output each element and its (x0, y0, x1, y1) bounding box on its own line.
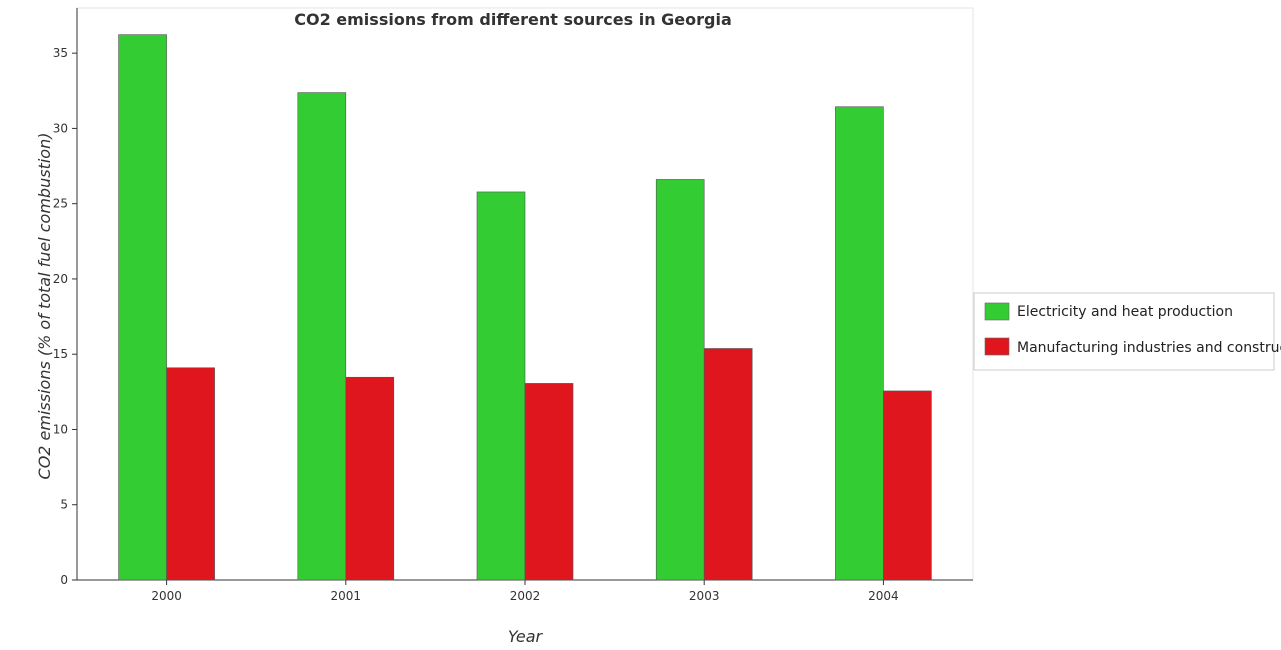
y-tick-label: 5 (60, 498, 68, 512)
x-tick-label: 2002 (510, 589, 541, 603)
x-tick-label: 2001 (331, 589, 362, 603)
x-axis: 2000 2001 2002 2003 2004 (77, 579, 973, 603)
bar-electricity (835, 106, 884, 581)
legend-swatch-manufacturing (984, 337, 1010, 356)
legend-label-electricity: Electricity and heat production (1017, 304, 1233, 320)
y-axis: 0 5 10 15 20 25 30 35 (53, 8, 78, 587)
x-tick-label: 2004 (868, 589, 899, 603)
y-axis-title: CO2 emissions (% of total fuel combustio… (35, 133, 54, 480)
x-tick-label: 2000 (151, 589, 182, 603)
bar-electricity (118, 34, 167, 581)
y-tick-label: 35 (53, 46, 68, 60)
y-tick-label: 30 (53, 121, 68, 135)
bar-electricity (655, 179, 705, 581)
y-tick-label: 10 (53, 422, 68, 436)
bar-electricity (476, 191, 526, 581)
bar-manufacturing (166, 367, 215, 581)
x-tick-label: 2003 (689, 589, 720, 603)
legend-label-manufacturing: Manufacturing industries and constructio… (1017, 340, 1281, 356)
y-tick-label: 0 (60, 573, 68, 587)
bar-manufacturing (345, 376, 395, 581)
y-tick-label: 25 (53, 197, 68, 211)
legend: Electricity and heat production Manufact… (973, 292, 1281, 371)
x-axis-title: Year (508, 627, 544, 646)
bar-electricity (297, 92, 347, 581)
y-tick-label: 20 (53, 272, 68, 286)
bar-manufacturing (883, 390, 932, 581)
bar-manufacturing (703, 348, 753, 581)
chart-title: CO2 emissions from different sources in … (294, 10, 732, 29)
y-tick-label: 15 (53, 347, 68, 361)
legend-box (973, 292, 1275, 371)
legend-swatch-electricity (984, 302, 1010, 321)
bars (118, 34, 932, 581)
bar-manufacturing (524, 383, 574, 581)
